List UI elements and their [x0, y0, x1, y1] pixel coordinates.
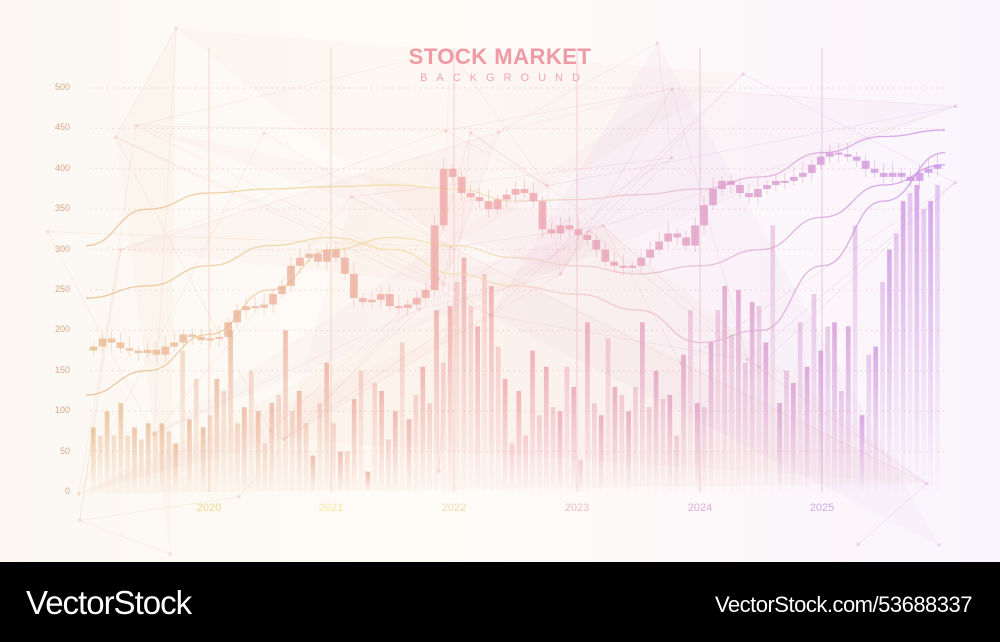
brand-logo-text: VectorStock: [26, 584, 192, 621]
y-tick-label: 250: [54, 284, 70, 294]
y-tick-label: 450: [54, 122, 70, 133]
y-tick-label: 350: [54, 203, 70, 214]
y-tick-label: 400: [54, 162, 70, 173]
stock-chart: [84, 48, 946, 494]
y-tick-label: 150: [54, 364, 70, 375]
chart-title: STOCK MARKET: [408, 44, 592, 69]
y-tick-label: 300: [54, 243, 70, 254]
image-reference: VectorStock.com/53688337: [714, 592, 973, 617]
chart-subtitle: BACKGROUND: [420, 72, 589, 84]
y-tick-label: 500: [54, 82, 70, 92]
y-tick-label: 50: [59, 445, 70, 456]
x-tick-label: 2022: [441, 502, 467, 514]
x-tick-label: 2025: [809, 502, 835, 514]
x-tick-label: 2023: [564, 502, 590, 514]
chart-background: STOCK MARKET BACKGROUND 500 450 400 350 300 2…: [0, 0, 1000, 562]
x-tick-label: 2021: [318, 502, 344, 514]
y-tick-label: 200: [54, 324, 70, 335]
x-tick-label: 2024: [687, 502, 713, 514]
y-tick-label: 0: [64, 486, 70, 496]
x-tick-label: 2020: [196, 502, 222, 514]
watermark-footer: VectorStock VectorStock.com/53688337: [0, 562, 1000, 642]
y-tick-label: 100: [54, 405, 70, 416]
